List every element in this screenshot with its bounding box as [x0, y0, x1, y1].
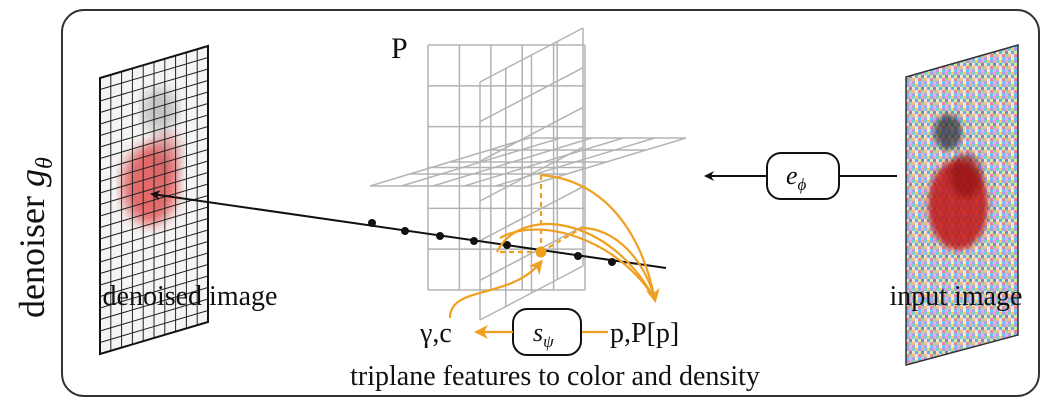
features-label: p,P[p] [610, 318, 679, 349]
ray-sample-points [368, 219, 616, 266]
triplane-label: P [391, 32, 408, 65]
caption: triplane features to color and density [350, 361, 760, 392]
denoiser-side-label: denoiser gθ [12, 157, 58, 318]
sample-point [535, 246, 547, 258]
noisy-input-image [905, 44, 1019, 366]
ray-sample-dot [574, 252, 582, 260]
ray-sample-dot [436, 232, 444, 240]
ray-sample-dot [368, 219, 376, 227]
triplane-grid [369, 27, 687, 321]
output-to-sample-curve [448, 259, 543, 319]
feature-lookup-lines [496, 173, 660, 303]
input-image-label: input image [890, 281, 1023, 312]
denoised-image-label: denoised image [103, 281, 278, 312]
ray-sample-dot [608, 258, 616, 266]
mlp-symbol: sψ [533, 318, 554, 351]
ray-sample-dot [401, 227, 409, 235]
encoder-symbol: eϕ [786, 161, 807, 194]
outer-frame [61, 9, 1040, 397]
output-label: γ,c [419, 318, 452, 349]
ray-sample-dot [503, 241, 511, 249]
ray-sample-dot [470, 237, 478, 245]
